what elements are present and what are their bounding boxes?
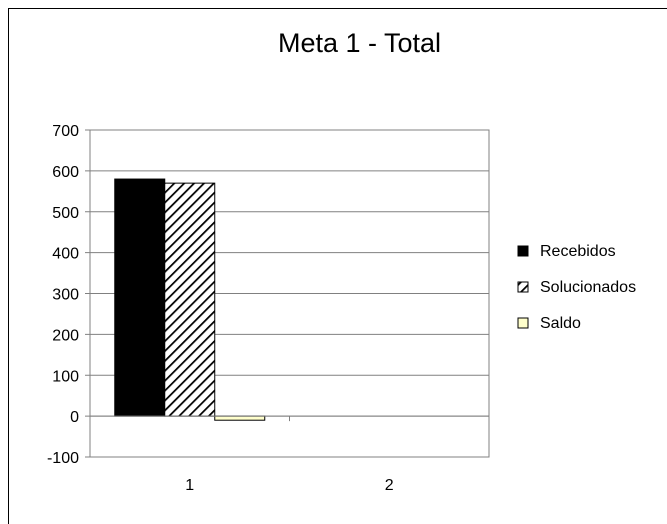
y-tick-label: -100 xyxy=(47,450,79,467)
legend-swatch-solucionados xyxy=(517,281,529,293)
y-tick-label: 500 xyxy=(52,205,79,222)
bar-recebidos-1 xyxy=(114,178,166,417)
chart-title: Meta 1 - Total xyxy=(277,28,442,58)
y-tick-label: 100 xyxy=(52,368,79,385)
bar-saldo-1 xyxy=(214,415,266,421)
axes xyxy=(85,129,489,458)
legend-swatch-saldo xyxy=(517,317,529,329)
legend-label-saldo: Saldo xyxy=(540,315,581,332)
bar-solucionados-1 xyxy=(164,182,216,417)
y-tick-labels: -100 0 100 200 300 400 500 600 700 xyxy=(47,123,79,467)
bars xyxy=(114,178,266,421)
legend-swatch-recebidos xyxy=(517,245,529,257)
legend-label-recebidos: Recebidos xyxy=(540,243,616,260)
legend-label-solucionados: Solucionados xyxy=(540,279,636,296)
y-tick-label: 600 xyxy=(52,164,79,181)
x-tick-label: 2 xyxy=(385,477,394,494)
y-tick-label: 400 xyxy=(52,246,79,263)
y-tick-label: 700 xyxy=(52,123,79,140)
x-tick-label: 1 xyxy=(185,477,194,494)
y-tick-label: 0 xyxy=(70,409,79,426)
y-tick-label: 200 xyxy=(52,327,79,344)
y-tick-label: 300 xyxy=(52,287,79,304)
legend: Recebidos Solucionados Saldo xyxy=(517,243,636,332)
